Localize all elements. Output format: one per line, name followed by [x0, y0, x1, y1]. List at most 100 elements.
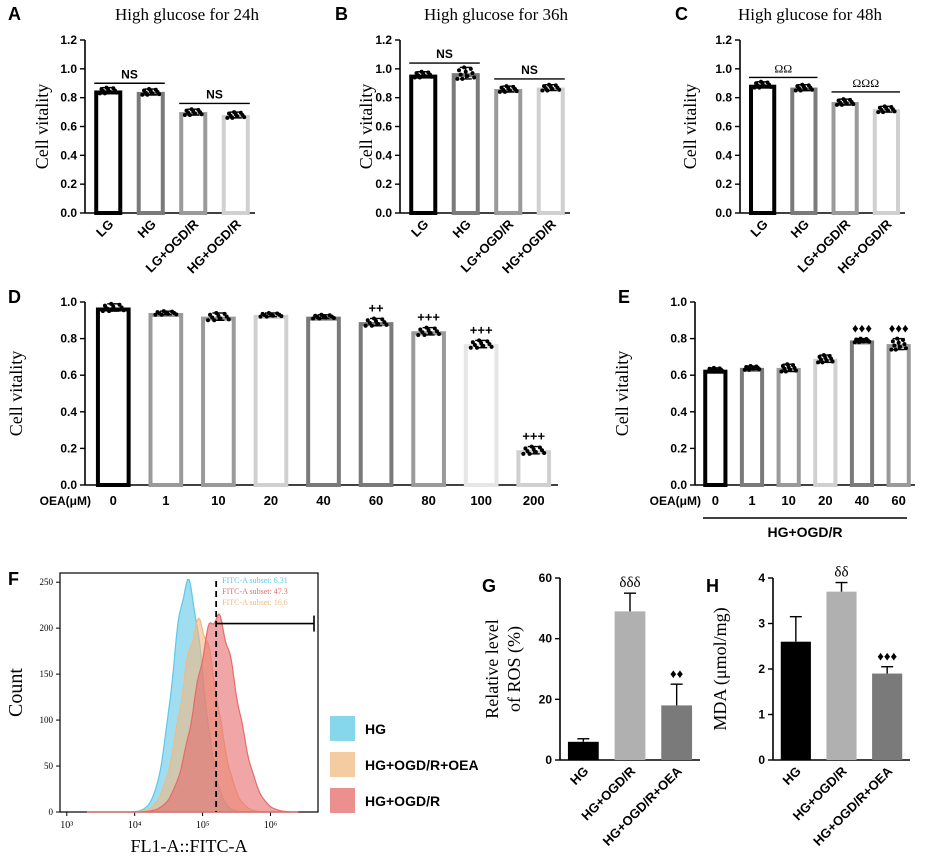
data-point-D — [363, 323, 368, 328]
y-axis-label-H: MDA (μmol/mg) — [710, 607, 731, 730]
bar-D-2 — [201, 316, 236, 488]
bar-points-E-2 — [779, 362, 798, 374]
panel-label-G: G — [482, 576, 496, 596]
panel-B: B High glucose for 36h 0.0 0.2 0.4 0.6 0.8 1.0 1… — [335, 4, 570, 276]
bar-D-6 — [411, 331, 446, 487]
x-tick-label-E: 40 — [855, 493, 869, 508]
data-point-D — [487, 342, 492, 347]
x-tick-label-A: HG — [134, 217, 158, 241]
y-tick-label-B: 0.4 — [375, 148, 392, 162]
data-point-A — [114, 90, 119, 95]
data-point-B — [514, 89, 519, 94]
data-point-C — [834, 102, 839, 107]
legend-swatch-F — [330, 788, 355, 813]
bar-E-1 — [739, 367, 765, 488]
bar-A-3 — [221, 114, 250, 215]
y-tick-label-A: 0.4 — [60, 148, 77, 162]
y-tick-label-C: 0.6 — [715, 120, 732, 134]
data-point-A — [140, 92, 145, 97]
significance-mark-D-8: +++ — [522, 429, 545, 444]
bar-D-1 — [148, 312, 184, 488]
y-tick-label-C: 1.0 — [715, 62, 732, 76]
y-tick-label-F: 100 — [40, 715, 54, 725]
chart-title-B: High glucose for 36h — [424, 5, 569, 24]
panel-A: A High glucose for 24h 0.0 0.2 0.4 0.6 0.8 1.0 1… — [8, 4, 259, 276]
bar-H-2 — [872, 673, 903, 760]
x-tick-label-H: HG+OGD/R+OEA — [810, 763, 896, 849]
y-axis-label-E: Cell vitality — [612, 351, 632, 437]
x-tick-label-H: HG — [780, 764, 804, 788]
data-point-D — [472, 343, 477, 348]
bar-D-5 — [358, 322, 394, 487]
bar-G-2 — [661, 705, 693, 760]
y-axis-label-B: Cell vitality — [356, 84, 376, 170]
y-tick-label-G: 20 — [539, 692, 553, 706]
panel-G: G 0 20 40 60 Relative level of ROS (%) δδδ ♦♦ HG H… — [482, 571, 700, 849]
x-tick-label-F: 10³ — [60, 820, 73, 831]
data-point-E — [830, 359, 835, 364]
panel-label-B: B — [335, 4, 348, 24]
bar-points-D-0 — [100, 301, 126, 314]
x-tick-label-C: LG — [747, 217, 770, 240]
y-tick-label-B: 0.8 — [375, 91, 392, 105]
legend-swatch-F — [330, 716, 355, 741]
data-point-B — [429, 74, 434, 79]
bar-A-1 — [136, 91, 165, 215]
y-tick-label-E: 0.8 — [670, 332, 687, 346]
bar-A-2 — [179, 112, 208, 215]
y-tick-label-H: 0 — [758, 753, 765, 767]
data-point-D — [218, 316, 223, 321]
bar-points-D-8 — [521, 444, 547, 456]
data-point-D — [105, 306, 110, 311]
y-tick-label-F: 250 — [40, 577, 54, 587]
histogram-hg-ogd-r — [87, 613, 299, 813]
significance-mark-H-1: δδ — [834, 565, 848, 581]
significance-mark-D-6: +++ — [417, 310, 440, 325]
data-point-E — [757, 367, 762, 372]
data-point-B — [472, 75, 477, 80]
data-point-D — [428, 331, 433, 336]
bar-D-0 — [95, 307, 131, 487]
bar-C-1 — [790, 87, 818, 215]
data-point-C — [892, 109, 897, 114]
bar-B-2 — [494, 89, 523, 215]
y-tick-label-E: 0.6 — [670, 368, 687, 382]
x-tick-label-D: 20 — [264, 493, 278, 508]
bar-E-2 — [776, 367, 801, 488]
data-point-D — [311, 316, 316, 321]
y-tick-label-G: 0 — [545, 753, 552, 767]
data-point-D — [470, 340, 475, 345]
y-tick-label-C: 0.2 — [715, 177, 732, 191]
data-point-D — [226, 317, 231, 322]
bar-B-1 — [451, 73, 480, 215]
chart-title-C: High glucose for 48h — [738, 5, 883, 24]
data-point-D — [100, 309, 105, 314]
data-point-A — [157, 92, 162, 97]
data-point-B — [540, 88, 545, 93]
y-axis-label-A: Cell vitality — [32, 84, 52, 170]
data-point-E — [816, 360, 821, 365]
panel-label-E: E — [618, 287, 630, 307]
x-tick-label-G: HG+OGD/R+OEA — [600, 763, 686, 849]
y-axis-label-G: Relative level of ROS (%) — [482, 619, 525, 718]
data-point-D — [121, 308, 126, 313]
bar-H-1 — [826, 591, 857, 760]
y-tick-label-B: 0.2 — [375, 177, 392, 191]
data-point-B — [470, 71, 475, 76]
data-point-A — [199, 112, 204, 117]
y-tick-label-D: 0.0 — [60, 478, 77, 492]
gate-stat-F: FITC-A subset: 47.3 — [222, 587, 288, 596]
bar-A-0 — [94, 90, 123, 215]
x-tick-label-D: 200 — [523, 493, 545, 508]
x-tick-label-F: 10⁵ — [196, 820, 210, 831]
y-tick-label-D: 0.2 — [60, 441, 77, 455]
data-point-A — [182, 112, 187, 117]
bar-G-0 — [567, 741, 599, 760]
y-axis-label-D: Cell vitality — [6, 351, 26, 437]
y-axis-label-line-G: of ROS (%) — [504, 626, 525, 712]
significance-mark-D-7: +++ — [470, 322, 493, 337]
legend-label-F: HG+OGD/R+OEA — [365, 757, 479, 773]
y-tick-label-D: 0.8 — [60, 332, 77, 346]
y-tick-label-C: 0.8 — [715, 91, 732, 105]
